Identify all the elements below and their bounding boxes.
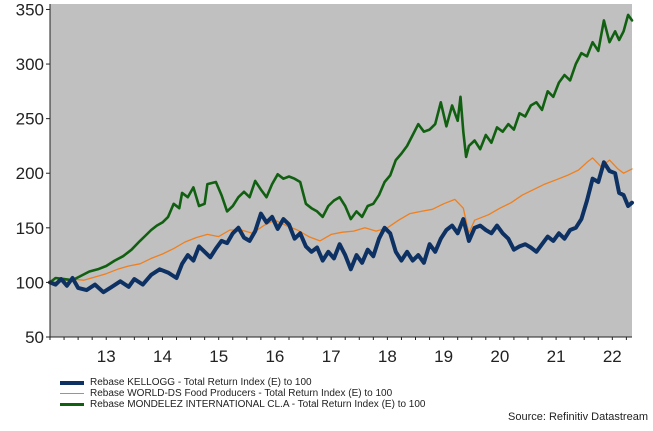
legend-swatch-kellogg <box>60 380 84 385</box>
x-tick-label: 15 <box>209 347 228 366</box>
axis-layer: 50 100 150 200 250 300 350 13 14 15 16 17 18 19 20 21 22 <box>16 0 632 366</box>
x-tick-label: 20 <box>490 347 509 366</box>
legend-swatch-food-producers <box>60 392 84 395</box>
legend-label-mondelez: Rebase MONDELEZ INTERNATIONAL CL.A - Tot… <box>90 399 426 410</box>
legend-swatch-mondelez <box>60 403 84 406</box>
series-layer <box>48 13 634 295</box>
y-tick-label: 200 <box>16 164 44 183</box>
plot-area <box>50 4 632 337</box>
source-note: Source: Refinitiv Datastream <box>508 411 648 423</box>
x-tick-label: 13 <box>97 347 116 366</box>
y-tick-label: 350 <box>16 0 44 19</box>
series-line-mondelez <box>48 13 634 284</box>
y-tick-label: 150 <box>16 219 44 238</box>
y-tick-label: 50 <box>25 328 44 347</box>
x-tick-label: 14 <box>153 347 172 366</box>
legend-entry-food-producers[interactable]: Rebase WORLD-DS Food Producers - Total R… <box>60 388 426 399</box>
x-tick-label: 18 <box>378 347 397 366</box>
y-tick-label: 250 <box>16 110 44 129</box>
x-tick-label: 16 <box>265 347 284 366</box>
legend-entry-mondelez[interactable]: Rebase MONDELEZ INTERNATIONAL CL.A - Tot… <box>60 399 426 410</box>
x-tick-label: 19 <box>434 347 453 366</box>
x-tick-label: 21 <box>547 347 566 366</box>
y-tick-label: 300 <box>16 55 44 74</box>
x-tick-label: 22 <box>603 347 622 366</box>
legend-label-kellogg: Rebase KELLOGG - Total Return Index (E) … <box>90 377 312 388</box>
y-tick-label: 100 <box>16 273 44 292</box>
legend: Rebase KELLOGG - Total Return Index (E) … <box>60 377 426 410</box>
x-tick-label: 17 <box>322 347 341 366</box>
legend-entry-kellogg[interactable]: Rebase KELLOGG - Total Return Index (E) … <box>60 377 426 388</box>
legend-label-food-producers: Rebase WORLD-DS Food Producers - Total R… <box>90 388 393 399</box>
series-line-food-producers <box>49 157 633 284</box>
series-line-kellogg <box>48 160 634 295</box>
